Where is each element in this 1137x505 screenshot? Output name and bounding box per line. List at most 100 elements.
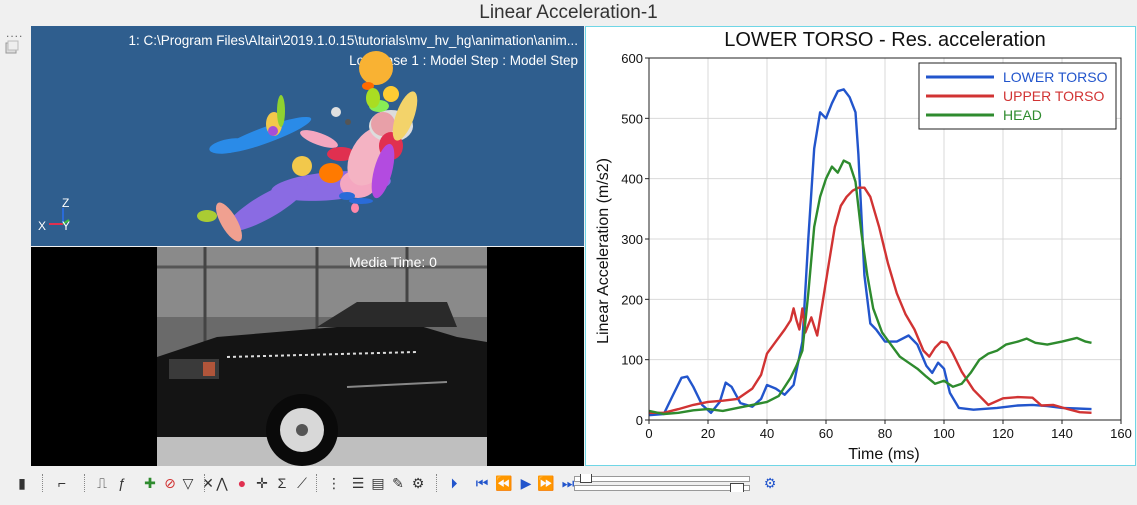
- first-frame-icon[interactable]: ⏮: [472, 473, 492, 493]
- delete-curve-icon-glyph: ⊘: [164, 474, 176, 491]
- plot-type-icon[interactable]: ▮: [12, 473, 32, 493]
- dummy-model[interactable]: [31, 26, 584, 246]
- toolbar-separator: [84, 474, 85, 492]
- legend-label[interactable]: LOWER TORSO: [1003, 69, 1108, 85]
- toolbar-separator: [204, 474, 205, 492]
- y-tick-label: 500: [621, 111, 643, 126]
- color-wheel-icon-glyph: ●: [237, 475, 247, 491]
- series-line-upper-torso[interactable]: [649, 186, 1092, 414]
- animation-viewport[interactable]: 1: C:\Program Files\Altair\2019.1.0.15\t…: [31, 26, 584, 246]
- y-tick-label: 400: [621, 172, 643, 187]
- axis-icon[interactable]: ⌐: [52, 473, 72, 493]
- animation-slider-track-lower[interactable]: [574, 485, 750, 491]
- sigma-icon[interactable]: Σ: [272, 473, 292, 493]
- legend-label[interactable]: UPPER TORSO: [1003, 88, 1105, 104]
- toolbar-separator: [436, 474, 437, 492]
- x-tick-label: 20: [701, 426, 715, 441]
- y-tick-label: 300: [621, 232, 643, 247]
- filter-icon[interactable]: ▽: [178, 473, 198, 493]
- x-tick-label: 0: [645, 426, 652, 441]
- legend-icon[interactable]: ☰: [348, 473, 368, 493]
- x-tick-label: 60: [819, 426, 833, 441]
- left-strip: ....: [0, 26, 28, 466]
- axis-icon-glyph: ⌐: [57, 475, 67, 491]
- axis-z-label: Z: [62, 196, 70, 210]
- options-icon[interactable]: ⚙: [760, 473, 780, 493]
- play-mode-icon-glyph: ⏵: [450, 474, 458, 491]
- play-icon[interactable]: ▶: [516, 473, 536, 493]
- animation-slider-track[interactable]: [574, 476, 750, 482]
- grid-icon[interactable]: ⋮: [324, 473, 344, 493]
- prev-frame-icon[interactable]: ⏪: [494, 473, 514, 493]
- axis-x-label: X: [38, 219, 47, 233]
- chart-ticks: 0 20 40 60 80 100 120 140 160 0 100 200 300 400 500 600: [621, 51, 1132, 441]
- animation-slider-end-thumb[interactable]: [730, 483, 744, 492]
- chart-legend[interactable]: LOWER TORSO UPPER TORSO HEAD: [918, 62, 1117, 130]
- note-icon[interactable]: ▤: [368, 473, 388, 493]
- hist-icon-glyph: ⋀: [216, 474, 228, 491]
- remove-icon[interactable]: ✕: [198, 473, 218, 493]
- sigma-icon-glyph: Σ: [277, 475, 287, 491]
- x-tick-label: 80: [878, 426, 892, 441]
- y-tick-label: 0: [636, 413, 643, 428]
- last-frame-icon-glyph: ⏭: [561, 474, 575, 491]
- math-fx-icon[interactable]: ƒ: [112, 473, 132, 493]
- last-frame-icon[interactable]: ⏭: [558, 473, 578, 493]
- series-line-lower-torso[interactable]: [648, 88, 1092, 417]
- x-tick-label: 100: [933, 426, 955, 441]
- play-mode-icon[interactable]: ⏵: [444, 473, 464, 493]
- toolbar-separator: [42, 474, 43, 492]
- x-tick-label: 40: [760, 426, 774, 441]
- add-curve-icon[interactable]: ✚: [140, 473, 160, 493]
- plot-type-icon-glyph: ▮: [18, 474, 26, 491]
- filter-icon-glyph: ▽: [182, 474, 194, 491]
- crosshair-icon[interactable]: ✛: [252, 473, 272, 493]
- add-curve-icon-glyph: ✚: [144, 474, 156, 491]
- more-dots[interactable]: ....: [6, 26, 24, 40]
- color-wheel-icon[interactable]: ●: [232, 473, 252, 493]
- settings-icon-glyph: ⚙: [411, 474, 425, 491]
- remove-icon-glyph: ✕: [202, 474, 214, 491]
- note-icon-glyph: ▤: [371, 474, 385, 491]
- media-viewport[interactable]: Media Time: 0: [31, 247, 584, 466]
- math-fx-icon-glyph: ƒ: [118, 475, 126, 491]
- hist-icon[interactable]: ⋀: [212, 473, 232, 493]
- curve-edit-icon-glyph: ⎍: [97, 474, 107, 491]
- comment-icon-glyph: ✎: [392, 474, 404, 491]
- first-frame-icon-glyph: ⏮: [475, 474, 489, 491]
- play-icon-glyph: ▶: [520, 474, 532, 491]
- plot-panel[interactable]: LOWER TORSO - Res. acceleration 0 20 40 60 8…: [585, 26, 1136, 466]
- axis-y-label: Y: [62, 219, 71, 233]
- chart-series: [648, 88, 1092, 417]
- curve-edit-icon[interactable]: ⎍: [92, 473, 112, 493]
- x-tick-label: 120: [992, 426, 1014, 441]
- x-axis-label: Time (ms): [848, 446, 919, 463]
- settings-icon[interactable]: ⚙: [408, 473, 428, 493]
- y-tick-label: 200: [621, 292, 643, 307]
- axis-triad-icon: [49, 208, 70, 225]
- chart-title: LOWER TORSO - Res. acceleration: [724, 29, 1046, 51]
- next-frame-icon[interactable]: ⏩: [536, 473, 556, 493]
- measure-icon[interactable]: ⟋: [292, 473, 312, 493]
- series-line-head[interactable]: [648, 159, 1092, 416]
- toolbar-separator: [316, 474, 317, 492]
- comment-icon[interactable]: ✎: [388, 473, 408, 493]
- window-icon[interactable]: [5, 40, 19, 54]
- x-tick-label: 140: [1051, 426, 1073, 441]
- loadcase-label: Loadcase 1 : Model Step : Model Step: [349, 53, 578, 68]
- window-title: Linear Acceleration-1: [479, 2, 658, 23]
- options-icon-glyph: ⚙: [763, 474, 777, 491]
- axis-triad: Z X Y: [35, 194, 75, 239]
- media-time-label: Media Time: 0: [349, 254, 437, 270]
- prev-frame-icon-glyph: ⏪: [495, 474, 513, 491]
- crash-video-frame[interactable]: [157, 247, 487, 466]
- acceleration-chart[interactable]: LOWER TORSO - Res. acceleration 0 20 40 60 8…: [586, 27, 1135, 465]
- crosshair-icon-glyph: ✛: [256, 474, 268, 491]
- delete-curve-icon[interactable]: ⊘: [160, 473, 180, 493]
- animation-slider-thumb[interactable]: [580, 474, 592, 483]
- legend-icon-glyph: ☰: [351, 474, 365, 491]
- legend-label[interactable]: HEAD: [1003, 107, 1042, 123]
- next-frame-icon-glyph: ⏩: [537, 474, 555, 491]
- grid-icon-glyph: ⋮: [327, 474, 341, 491]
